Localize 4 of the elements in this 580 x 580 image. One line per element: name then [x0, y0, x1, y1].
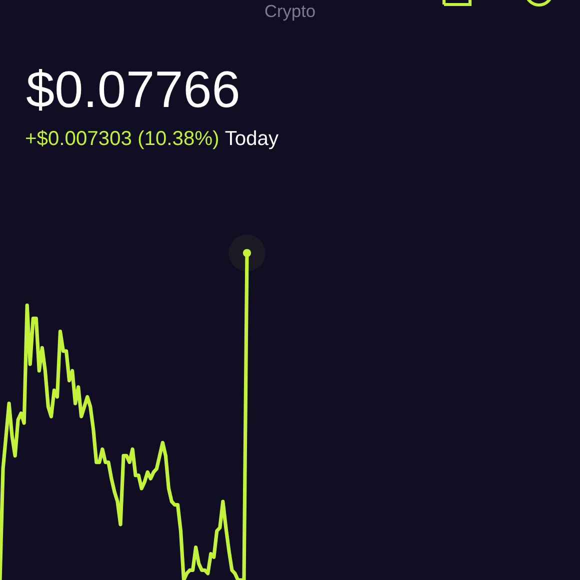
text: +$0.007303 (10.38%)	[26, 130, 218, 150]
text: Crypto	[265, 4, 315, 21]
text: Today	[225, 130, 279, 150]
chart-subtitle: $0.07766	[26, 68, 238, 111]
